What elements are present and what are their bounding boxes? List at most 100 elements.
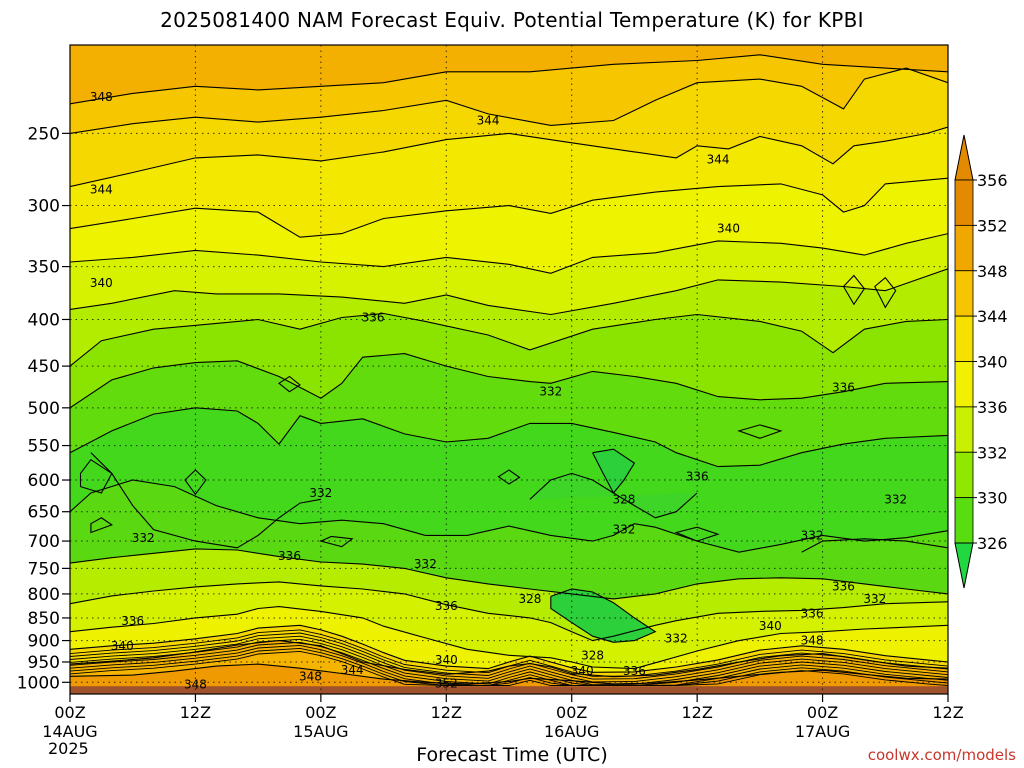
colorbar-label: 330 xyxy=(977,489,1008,508)
y-tick-label: 900 xyxy=(28,632,60,652)
y-tick-label: 450 xyxy=(28,357,60,377)
x-tick-sublabel: 15AUG xyxy=(293,722,348,741)
colorbar-swatch xyxy=(954,224,974,272)
contour-label: 344 xyxy=(90,182,113,196)
contour-label: 336 xyxy=(686,470,709,484)
x-tick-sublabel: 17AUG xyxy=(795,722,850,741)
contour-line-dense xyxy=(70,647,948,686)
contour-loop xyxy=(278,375,301,393)
contour-label: 336 xyxy=(623,664,646,678)
colorbar-swatch xyxy=(954,406,974,453)
credit-link[interactable]: coolwx.com/models xyxy=(867,746,1016,764)
contour-label: 340 xyxy=(717,222,740,236)
y-tick-label: 750 xyxy=(28,559,60,579)
contour-line xyxy=(70,479,948,553)
x-tick-label: 12Z xyxy=(180,703,211,722)
contour-label: 340 xyxy=(90,276,113,290)
colorbar-label: 332 xyxy=(977,443,1008,462)
contour-lines xyxy=(70,54,948,686)
y-tick-label: 250 xyxy=(28,124,60,144)
contour-line xyxy=(70,624,948,673)
colorbar-label: 356 xyxy=(977,171,1008,190)
colorbar-top-arrow xyxy=(954,134,974,181)
contour-loop xyxy=(497,469,521,485)
contour-label: 352 xyxy=(435,676,458,690)
colorbar-label: 326 xyxy=(977,534,1008,553)
colorbar-swatch xyxy=(954,315,974,362)
x-tick-label: 00Z xyxy=(807,703,838,722)
contour-line-dense xyxy=(70,650,948,686)
y-tick-label: 500 xyxy=(28,399,60,419)
year-label: 2025 xyxy=(48,739,89,758)
contour-label: 332 xyxy=(863,592,886,606)
ground-fill xyxy=(70,686,948,694)
contour-label: 336 xyxy=(362,310,385,324)
contour-line xyxy=(70,407,948,468)
contour-line-dense xyxy=(70,644,948,686)
contour-line xyxy=(70,126,948,188)
contour-line xyxy=(90,452,321,549)
contour-line-dense xyxy=(70,632,948,680)
contour-line xyxy=(70,54,948,105)
contour-label: 344 xyxy=(707,152,730,166)
contour-label: 344 xyxy=(341,663,364,677)
y-tick-label: 1000 xyxy=(17,673,60,693)
colorbar-label: 344 xyxy=(977,307,1008,326)
contour-label: 344 xyxy=(477,113,500,127)
contour-label: 328 xyxy=(613,492,636,506)
x-axis-label: Forecast Time (UTC) xyxy=(416,744,608,766)
contour-label: 348 xyxy=(801,634,824,648)
contour-line xyxy=(70,606,948,670)
contour-label: 340 xyxy=(759,619,782,633)
contour-loop xyxy=(874,276,897,309)
contour-label: 336 xyxy=(832,381,855,395)
y-tick-label: 850 xyxy=(28,609,60,629)
colorbar-swatch xyxy=(954,451,974,499)
colorbar-swatch xyxy=(954,179,974,226)
contour-label: 348 xyxy=(184,677,207,691)
contour-line xyxy=(70,233,948,274)
y-tick-label: 650 xyxy=(28,503,60,523)
contour-label: 332 xyxy=(665,631,688,645)
x-tick-label: 00Z xyxy=(556,703,587,722)
fill-pocket xyxy=(529,473,698,518)
contour-line xyxy=(70,353,948,409)
y-tick-label: 950 xyxy=(28,653,60,673)
y-tick-label: 800 xyxy=(28,585,60,605)
y-tick-label: 550 xyxy=(28,437,60,457)
contour-labels: 348 344 344 344 340 340 336 332 336 332 328 336 332 3… xyxy=(90,90,907,691)
contour-loop xyxy=(842,274,866,306)
contour-loop xyxy=(674,526,720,542)
contour-line xyxy=(70,268,948,316)
colorbar-swatch xyxy=(954,270,974,317)
contour-label: 328 xyxy=(518,592,541,606)
x-tick-label: 12Z xyxy=(932,703,963,722)
chart-title: 2025081400 NAM Forecast Equiv. Potential… xyxy=(160,8,864,32)
contour-line xyxy=(801,538,948,553)
contour-line-dense xyxy=(70,641,948,686)
contour-line-dense xyxy=(70,629,948,677)
plot-fill xyxy=(70,45,948,694)
contour-label: 340 xyxy=(571,664,594,678)
x-tick-sublabel: 14AUG xyxy=(42,722,97,741)
contour-label: 336 xyxy=(121,614,144,628)
fill-pocket xyxy=(592,449,635,493)
contour-loop xyxy=(737,424,783,439)
contour-line xyxy=(70,581,948,642)
contour-label: 332 xyxy=(801,528,824,542)
x-tick-label: 12Z xyxy=(431,703,462,722)
contour-line xyxy=(70,548,948,600)
plot-frame xyxy=(69,44,949,695)
contour-line xyxy=(592,448,636,494)
contour-label: 348 xyxy=(90,90,113,104)
contour-label: 332 xyxy=(309,486,332,500)
contour-label: 336 xyxy=(832,579,855,593)
contour-label: 328 xyxy=(581,649,604,663)
contour-label: 336 xyxy=(801,606,824,620)
colorbar-swatch xyxy=(954,497,974,544)
contour-label: 340 xyxy=(435,653,458,667)
contour-line-dense xyxy=(70,638,948,686)
contour-label: 336 xyxy=(435,599,458,613)
